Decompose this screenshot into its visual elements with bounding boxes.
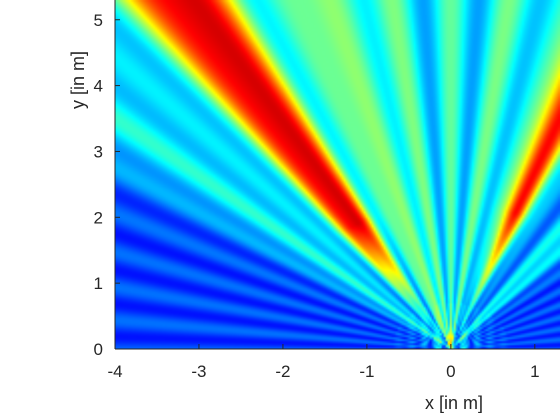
heatmap-image: [115, 0, 560, 349]
x-tick-label: 1: [530, 362, 539, 381]
y-axis-title: y [in m]: [68, 51, 88, 109]
x-axis-title: x [in m]: [425, 393, 483, 413]
x-tick-label: -4: [107, 362, 122, 381]
x-axis: -4 -3 -2 -1 0 1: [107, 344, 540, 381]
y-tick-label: 3: [94, 142, 103, 161]
x-tick-label: -3: [191, 362, 206, 381]
y-tick-label: 4: [94, 77, 103, 96]
y-axis: 0 1 2 3 4 5: [94, 11, 120, 359]
y-tick-label: 1: [94, 274, 103, 293]
x-tick-label: -2: [275, 362, 290, 381]
y-tick-label: 0: [94, 340, 103, 359]
x-tick-label: 0: [446, 362, 455, 381]
x-tick-label: -1: [359, 362, 374, 381]
y-tick-label: 5: [94, 11, 103, 30]
y-tick-label: 2: [94, 208, 103, 227]
heatmap-plot-area: [115, 0, 560, 349]
